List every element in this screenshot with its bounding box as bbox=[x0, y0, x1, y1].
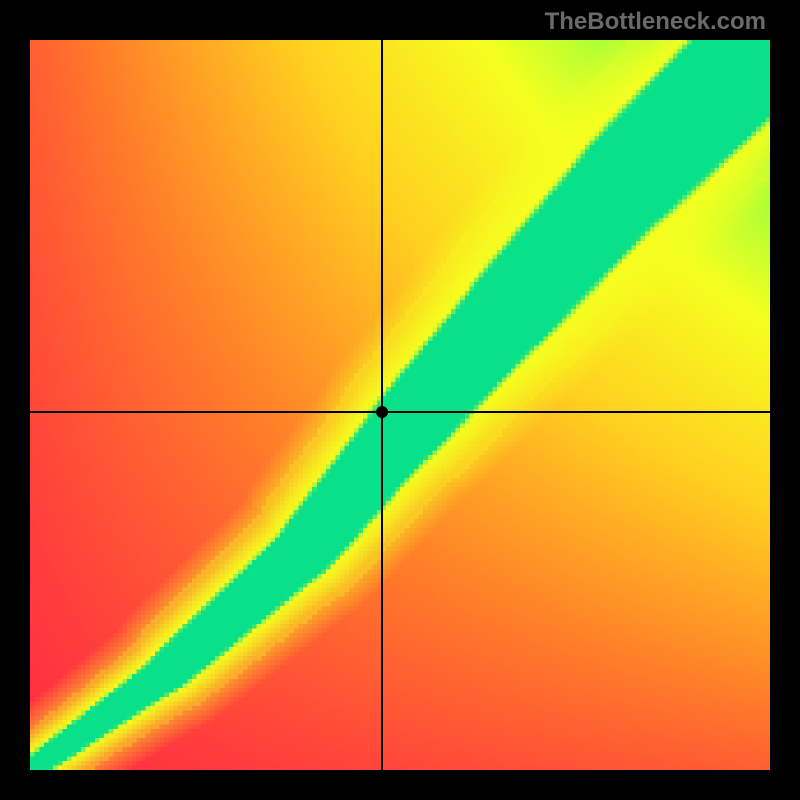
crosshair-vertical bbox=[381, 40, 383, 770]
crosshair-horizontal bbox=[30, 411, 770, 413]
plot-area bbox=[30, 40, 770, 770]
bottleneck-heatmap bbox=[30, 40, 770, 770]
crosshair-marker bbox=[376, 406, 388, 418]
watermark-text: TheBottleneck.com bbox=[545, 8, 766, 36]
